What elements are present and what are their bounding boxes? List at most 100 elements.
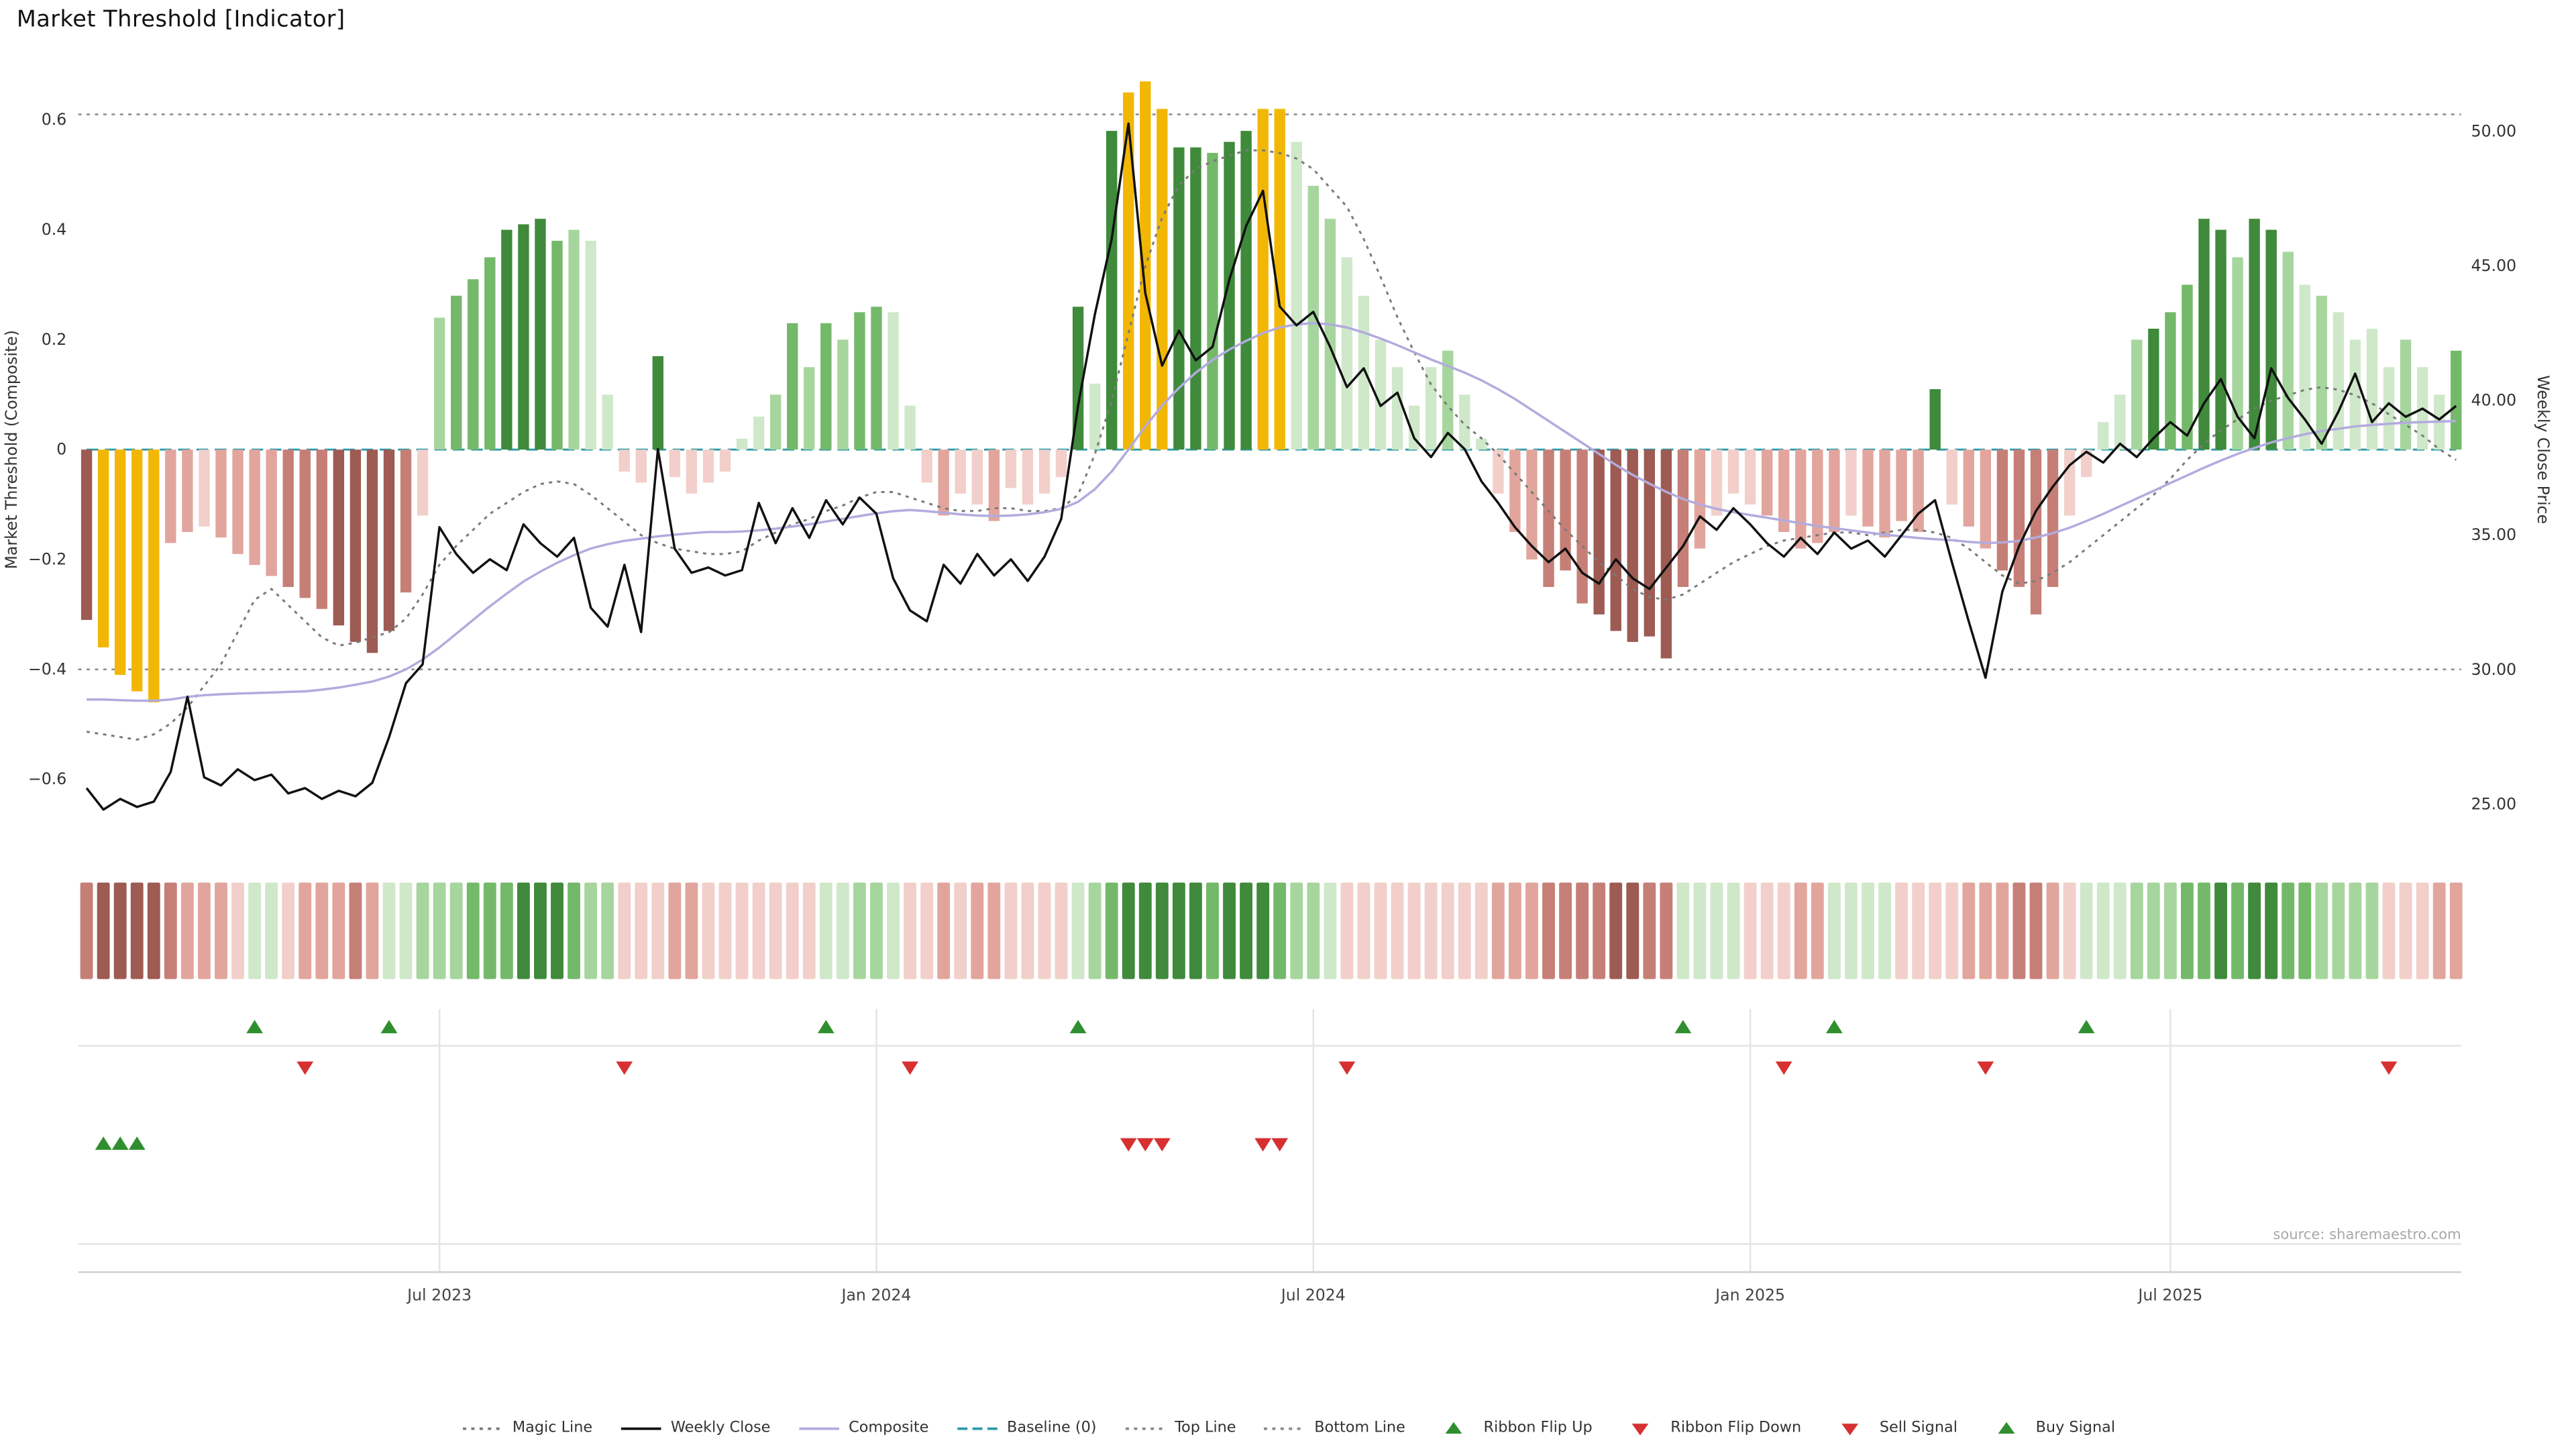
ribbon-cell bbox=[1945, 882, 1959, 979]
ribbon-cell bbox=[1391, 882, 1404, 979]
ribbon-cell bbox=[1844, 882, 1858, 979]
ribbon-cell bbox=[1172, 882, 1185, 979]
legend-item-weekly-close[interactable]: Weekly Close bbox=[619, 1419, 770, 1439]
threshold-bar bbox=[1459, 394, 1470, 450]
legend-item-top-line[interactable]: Top Line bbox=[1123, 1419, 1236, 1439]
ribbon-cell bbox=[2315, 882, 2328, 979]
ribbon-cell bbox=[2113, 882, 2127, 979]
threshold-bar bbox=[2451, 350, 2462, 450]
threshold-bar bbox=[148, 449, 160, 702]
ribbon-cell bbox=[282, 882, 295, 979]
ribbon-cell bbox=[1105, 882, 1118, 979]
threshold-bar bbox=[2013, 449, 2025, 587]
threshold-bar bbox=[1391, 367, 1403, 450]
threshold-bar bbox=[131, 449, 143, 692]
legend-item-composite[interactable]: Composite bbox=[797, 1419, 928, 1439]
threshold-bar bbox=[1038, 449, 1051, 494]
legend-item-buy-signal[interactable]: Buy Signal bbox=[1984, 1419, 2115, 1439]
legend-item-magic-line[interactable]: Magic Line bbox=[461, 1419, 592, 1439]
threshold-bar bbox=[2400, 339, 2412, 450]
ribbon-cell bbox=[197, 882, 211, 979]
sell-signal-marker bbox=[1120, 1138, 1137, 1152]
threshold-bar bbox=[350, 449, 362, 642]
threshold-bar bbox=[2148, 328, 2159, 450]
ribbon-cell bbox=[937, 882, 951, 979]
ribbon-flip-down-marker bbox=[1977, 1061, 1994, 1075]
threshold-bar bbox=[702, 449, 714, 483]
ribbon-cell bbox=[1240, 882, 1253, 979]
ribbon-cell bbox=[2080, 882, 2093, 979]
sell-signal-marker bbox=[1254, 1138, 1272, 1152]
ribbon-cell bbox=[769, 882, 782, 979]
threshold-bar bbox=[2165, 312, 2176, 450]
ribbon-flip-down-marker bbox=[616, 1061, 633, 1075]
threshold-bar bbox=[400, 449, 412, 593]
legend-item-sell-signal[interactable]: Sell Signal bbox=[1828, 1419, 1957, 1439]
threshold-bar bbox=[1593, 449, 1605, 614]
threshold-bar bbox=[1123, 92, 1134, 450]
threshold-bar bbox=[1307, 186, 1319, 450]
ribbon-cell bbox=[2012, 882, 2026, 979]
threshold-bar bbox=[736, 438, 748, 450]
threshold-bar bbox=[2316, 295, 2328, 450]
threshold-bar bbox=[2131, 339, 2143, 450]
threshold-bar bbox=[1408, 405, 1420, 450]
line-dotted-swatch-icon bbox=[1264, 1427, 1305, 1430]
buy-signal-marker bbox=[111, 1136, 129, 1150]
ribbon-cell bbox=[1862, 882, 1874, 979]
threshold-bar bbox=[1929, 389, 1941, 450]
ribbon-cell bbox=[668, 882, 682, 979]
right-axis-tick-label: 50.00 bbox=[2471, 122, 2517, 141]
threshold-bar bbox=[1996, 449, 2008, 571]
threshold-bar bbox=[1257, 109, 1269, 450]
triangle-up-swatch-icon bbox=[1445, 1421, 1462, 1434]
threshold-bar bbox=[1560, 449, 1571, 571]
threshold-bar bbox=[1274, 109, 1285, 450]
ribbon-cell bbox=[1407, 882, 1421, 979]
ribbon-cell bbox=[2399, 882, 2412, 979]
ribbon-cell bbox=[2265, 882, 2278, 979]
threshold-bar bbox=[2349, 339, 2361, 450]
ribbon-cell bbox=[1374, 882, 1387, 979]
legend-item-ribbon-flip-up[interactable]: Ribbon Flip Up bbox=[1432, 1419, 1593, 1439]
triangle-up-swatch-icon bbox=[1997, 1421, 2015, 1434]
ribbon-cell bbox=[1794, 882, 1807, 979]
ribbon-cell bbox=[1256, 882, 1270, 979]
threshold-bar bbox=[635, 449, 647, 483]
threshold-bar bbox=[2198, 219, 2210, 450]
threshold-bar bbox=[2282, 252, 2294, 450]
ribbon-cell bbox=[2130, 882, 2143, 979]
ribbon-cell bbox=[1676, 882, 1690, 979]
legend-label: Magic Line bbox=[512, 1420, 593, 1438]
ribbon-cell bbox=[1811, 882, 1824, 979]
legend-item-ribbon-flip-down[interactable]: Ribbon Flip Down bbox=[1619, 1419, 1801, 1439]
threshold-bar bbox=[804, 367, 815, 450]
ribbon-flip-up-marker bbox=[817, 1020, 835, 1034]
ribbon-cell bbox=[635, 882, 648, 979]
threshold-bar bbox=[114, 449, 126, 676]
threshold-bar bbox=[2047, 449, 2059, 587]
ribbon-cell bbox=[382, 882, 396, 979]
ribbon-cell bbox=[987, 882, 1001, 979]
ribbon-cell bbox=[685, 882, 698, 979]
threshold-bar bbox=[383, 449, 395, 631]
ribbon-cell bbox=[735, 882, 749, 979]
threshold-bar bbox=[820, 323, 832, 450]
ribbon-cell bbox=[1189, 882, 1202, 979]
market-threshold-chart[interactable]: 0.6 0.4 0.2 0 −0.2 −0.4 −0.6 50.00 45.00 40.00 35.… bbox=[0, 0, 2576, 1332]
threshold-bar bbox=[1829, 449, 1840, 533]
line-dotted-swatch-icon bbox=[462, 1427, 502, 1430]
ribbon-cell bbox=[1223, 882, 1236, 979]
threshold-bar bbox=[1106, 131, 1118, 450]
threshold-bar bbox=[1963, 449, 1974, 527]
threshold-bar bbox=[1493, 449, 1504, 494]
threshold-bar bbox=[1072, 307, 1084, 450]
threshold-bar bbox=[1157, 109, 1168, 450]
legend-item-bottom-line[interactable]: Bottom Line bbox=[1263, 1419, 1405, 1439]
ribbon-cell bbox=[1491, 882, 1505, 979]
ribbon-cell bbox=[1576, 882, 1589, 979]
ribbon-cell bbox=[1593, 882, 1606, 979]
composite-line bbox=[87, 322, 2457, 702]
legend-item-baseline-0[interactable]: Baseline (0) bbox=[955, 1419, 1097, 1439]
threshold-bar bbox=[316, 449, 327, 609]
